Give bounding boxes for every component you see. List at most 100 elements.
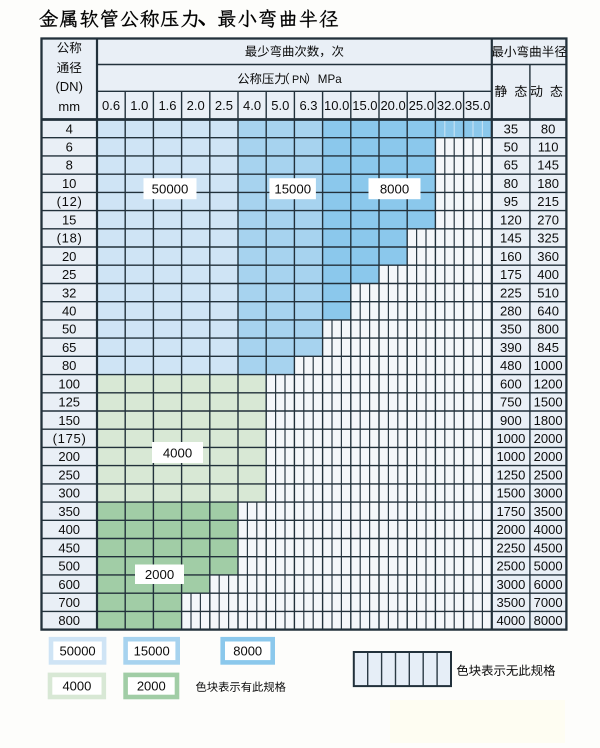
svg-text:65: 65 bbox=[504, 158, 518, 173]
svg-text:510: 510 bbox=[537, 285, 559, 300]
svg-text:32.0: 32.0 bbox=[437, 98, 462, 113]
svg-text:80: 80 bbox=[504, 176, 518, 191]
svg-text:1500: 1500 bbox=[496, 486, 525, 501]
svg-text:900: 900 bbox=[500, 413, 522, 428]
svg-text:250: 250 bbox=[58, 467, 80, 482]
svg-text:(12): (12) bbox=[57, 194, 83, 209]
svg-text:175: 175 bbox=[500, 267, 522, 282]
svg-text:800: 800 bbox=[58, 613, 80, 628]
svg-text:1750: 1750 bbox=[496, 504, 525, 519]
svg-text:1.0: 1.0 bbox=[130, 98, 148, 113]
svg-text:225: 225 bbox=[500, 285, 522, 300]
svg-text:1250: 1250 bbox=[496, 467, 525, 482]
svg-text:215: 215 bbox=[537, 194, 559, 209]
svg-text:80: 80 bbox=[62, 358, 76, 373]
svg-text:mm: mm bbox=[58, 99, 80, 114]
svg-text:4000: 4000 bbox=[496, 613, 525, 628]
svg-text:15: 15 bbox=[62, 212, 76, 227]
svg-text:65: 65 bbox=[62, 340, 76, 355]
svg-text:10.0: 10.0 bbox=[324, 98, 349, 113]
svg-text:2000: 2000 bbox=[534, 431, 563, 446]
svg-text:2000: 2000 bbox=[534, 449, 563, 464]
svg-text:8: 8 bbox=[66, 158, 73, 173]
svg-text:450: 450 bbox=[58, 540, 80, 555]
svg-text:(18): (18) bbox=[57, 231, 83, 246]
svg-text:480: 480 bbox=[500, 358, 522, 373]
svg-text:600: 600 bbox=[500, 376, 522, 391]
svg-text:8000: 8000 bbox=[380, 182, 409, 197]
svg-text:50000: 50000 bbox=[152, 182, 189, 197]
svg-text:3000: 3000 bbox=[534, 486, 563, 501]
svg-text:2000: 2000 bbox=[496, 522, 525, 537]
svg-text:325: 325 bbox=[537, 231, 559, 246]
svg-text:1000: 1000 bbox=[496, 431, 525, 446]
svg-text:95: 95 bbox=[504, 194, 518, 209]
svg-text:32: 32 bbox=[62, 285, 76, 300]
svg-text:125: 125 bbox=[58, 395, 80, 410]
svg-text:1500: 1500 bbox=[534, 395, 563, 410]
svg-text:25.0: 25.0 bbox=[409, 98, 434, 113]
svg-text:4000: 4000 bbox=[62, 679, 91, 694]
svg-text:10: 10 bbox=[62, 176, 76, 191]
svg-text:MPa: MPa bbox=[318, 73, 342, 86]
svg-text:40: 40 bbox=[62, 304, 76, 319]
svg-text:(DN): (DN) bbox=[55, 79, 82, 94]
svg-text:2000: 2000 bbox=[145, 567, 174, 582]
svg-text:350: 350 bbox=[58, 504, 80, 519]
svg-text:145: 145 bbox=[537, 158, 559, 173]
svg-text:5000: 5000 bbox=[534, 559, 563, 574]
svg-text:20.0: 20.0 bbox=[380, 98, 405, 113]
svg-text:5.0: 5.0 bbox=[271, 98, 289, 113]
svg-text:100: 100 bbox=[58, 376, 80, 391]
svg-text:6000: 6000 bbox=[534, 577, 563, 592]
svg-text:50: 50 bbox=[504, 140, 518, 155]
svg-text:4500: 4500 bbox=[534, 540, 563, 555]
svg-text:3500: 3500 bbox=[534, 504, 563, 519]
svg-text:80: 80 bbox=[541, 121, 555, 136]
svg-text:35: 35 bbox=[504, 121, 518, 136]
svg-text:200: 200 bbox=[58, 449, 80, 464]
svg-text:2.0: 2.0 bbox=[187, 98, 205, 113]
svg-text:160: 160 bbox=[500, 249, 522, 264]
svg-text:6: 6 bbox=[66, 140, 73, 155]
svg-text:50000: 50000 bbox=[60, 644, 96, 659]
svg-text:3500: 3500 bbox=[496, 595, 525, 610]
svg-text:1800: 1800 bbox=[534, 413, 563, 428]
svg-text:2000: 2000 bbox=[137, 679, 166, 694]
svg-text:15000: 15000 bbox=[274, 182, 311, 197]
svg-text:300: 300 bbox=[58, 486, 80, 501]
svg-text:0.6: 0.6 bbox=[102, 98, 120, 113]
svg-text:110: 110 bbox=[538, 140, 559, 155]
svg-text:1000: 1000 bbox=[534, 358, 563, 373]
svg-text:750: 750 bbox=[500, 395, 522, 410]
svg-text:1200: 1200 bbox=[534, 376, 563, 391]
svg-text:8000: 8000 bbox=[534, 613, 563, 628]
svg-text:400: 400 bbox=[58, 522, 80, 537]
svg-text:4.0: 4.0 bbox=[243, 98, 261, 113]
svg-text:270: 270 bbox=[537, 212, 559, 227]
svg-text:500: 500 bbox=[58, 559, 80, 574]
svg-text:50: 50 bbox=[62, 322, 76, 337]
svg-text:2500: 2500 bbox=[534, 467, 563, 482]
svg-text:400: 400 bbox=[537, 267, 559, 282]
svg-text:120: 120 bbox=[500, 212, 522, 227]
svg-text:280: 280 bbox=[500, 304, 522, 319]
svg-text:(175): (175) bbox=[53, 431, 87, 446]
svg-text:350: 350 bbox=[500, 322, 522, 337]
svg-text:8000: 8000 bbox=[233, 644, 262, 659]
svg-text:1000: 1000 bbox=[496, 449, 525, 464]
svg-text:390: 390 bbox=[500, 340, 522, 355]
svg-text:640: 640 bbox=[537, 304, 559, 319]
svg-text:PN: PN bbox=[292, 74, 307, 86]
svg-text:4000: 4000 bbox=[163, 445, 192, 460]
svg-text:3000: 3000 bbox=[496, 577, 525, 592]
svg-text:7000: 7000 bbox=[534, 595, 563, 610]
svg-text:4: 4 bbox=[66, 121, 73, 136]
svg-text:20: 20 bbox=[62, 249, 76, 264]
svg-text:15.0: 15.0 bbox=[352, 98, 377, 113]
svg-text:800: 800 bbox=[537, 322, 559, 337]
svg-text:15000: 15000 bbox=[134, 644, 170, 659]
svg-text:360: 360 bbox=[537, 249, 559, 264]
svg-text:1.6: 1.6 bbox=[158, 98, 176, 113]
svg-text:6.3: 6.3 bbox=[299, 98, 317, 113]
